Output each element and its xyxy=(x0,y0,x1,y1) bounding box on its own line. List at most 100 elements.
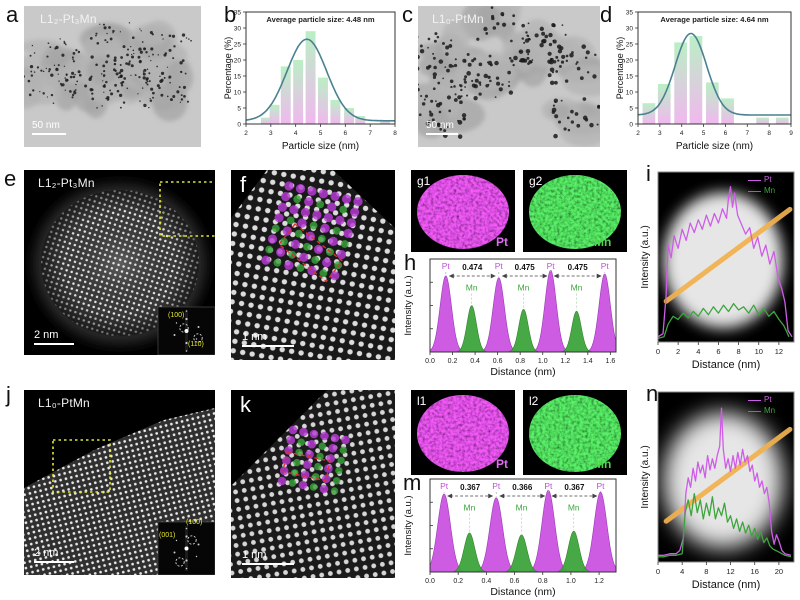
svg-text:9: 9 xyxy=(789,130,793,137)
svg-text:0.366: 0.366 xyxy=(512,483,533,492)
svg-text:15: 15 xyxy=(234,73,242,80)
svg-text:30: 30 xyxy=(626,25,634,32)
svg-text:Mn: Mn xyxy=(466,283,478,293)
scale-bar-a-label: 50 nm xyxy=(32,120,60,131)
panel-letter-e: e xyxy=(4,166,17,191)
panel-letter-g2: g2 xyxy=(529,174,543,188)
svg-text:4: 4 xyxy=(294,130,298,137)
svg-text:Average particle size: 4.64 nm: Average particle size: 4.64 nm xyxy=(660,15,768,24)
svg-text:4: 4 xyxy=(680,567,684,576)
panel-g2-eds-map-mn xyxy=(523,170,627,252)
svg-text:0.0: 0.0 xyxy=(425,578,435,585)
svg-text:7: 7 xyxy=(745,130,749,137)
panel-letter-m: m xyxy=(403,470,422,495)
svg-text:Intensity (a.u.): Intensity (a.u.) xyxy=(640,225,651,288)
fft-label-j-100: (100) xyxy=(186,519,203,526)
svg-text:0: 0 xyxy=(629,121,633,128)
panel-k-stem-zoom xyxy=(231,390,395,578)
legend-label-mn: Mn xyxy=(764,405,776,415)
legend-line-mn xyxy=(748,410,761,412)
panel-m-intensity-profile: Pt Pt Pt Pt 0.367 0.366 0.367 Mn Mn Mn 0.0 0.2 0.4 0.… xyxy=(403,478,617,598)
svg-text:Pt: Pt xyxy=(440,481,449,491)
svg-text:0.475: 0.475 xyxy=(568,263,589,272)
svg-text:16: 16 xyxy=(751,567,759,576)
element-label-l2-mn: Mn xyxy=(594,457,612,471)
svg-text:1.6: 1.6 xyxy=(605,358,615,365)
panel-h-intensity-profile: Pt Pt Pt Pt 0.474 0.475 0.475 Mn Mn Mn 0.0 0.2 0.4 0.… xyxy=(403,258,617,378)
legend-line-pt xyxy=(748,179,761,181)
legend-label-mn: Mn xyxy=(764,185,776,195)
svg-text:0.8: 0.8 xyxy=(538,578,548,585)
svg-text:Mn: Mn xyxy=(571,283,583,293)
svg-text:Pt: Pt xyxy=(596,481,605,491)
svg-text:8: 8 xyxy=(737,347,741,356)
panel-n-line-scan: 0 4 8 12 16 20 Distance (nm) Intensity (a.u.) xyxy=(640,391,795,591)
svg-text:Distance (nm): Distance (nm) xyxy=(692,579,760,591)
svg-text:Average particle size: 4.48 nm: Average particle size: 4.48 nm xyxy=(266,15,374,24)
panel-letter-g1: g1 xyxy=(417,174,431,188)
sample-label-j: L1₀-PtMn xyxy=(38,396,90,410)
svg-text:4: 4 xyxy=(680,130,684,137)
scale-bar-k-label: 1 nm xyxy=(242,549,267,561)
svg-text:35: 35 xyxy=(626,9,634,16)
legend-label-pt: Pt xyxy=(764,395,772,404)
element-label-g1-pt: Pt xyxy=(496,235,508,249)
scale-bar-a: 50 nm xyxy=(32,121,66,135)
panel-letter-l2: l2 xyxy=(529,394,539,408)
panel-f-stem-zoom xyxy=(231,170,395,360)
scale-bar-c: 50 nm xyxy=(426,121,458,135)
svg-text:Pt: Pt xyxy=(495,261,504,271)
svg-text:Distance (nm): Distance (nm) xyxy=(692,359,760,371)
svg-text:0.6: 0.6 xyxy=(493,358,503,365)
legend-line-mn xyxy=(748,190,761,192)
panel-letter-d: d xyxy=(600,2,613,27)
svg-text:3: 3 xyxy=(658,130,662,137)
svg-text:2: 2 xyxy=(244,130,248,137)
svg-text:2: 2 xyxy=(676,347,680,356)
svg-text:Intensity (a.u.): Intensity (a.u.) xyxy=(403,495,414,555)
legend-panel-n: Pt Mn xyxy=(748,395,775,417)
svg-text:6: 6 xyxy=(724,130,728,137)
svg-text:7: 7 xyxy=(368,130,372,137)
panel-letter-n: n xyxy=(646,381,659,406)
panel-i-line-scan: 0 2 4 6 8 10 12 Distance (nm) Intensity (a.u.) xyxy=(640,171,795,371)
svg-text:Mn: Mn xyxy=(516,503,528,513)
panel-letter-c: c xyxy=(402,2,413,27)
scale-bar-j-label: 2 nm xyxy=(34,547,59,559)
panel-letter-b: b xyxy=(224,2,237,27)
svg-text:Mn: Mn xyxy=(464,503,476,513)
svg-text:10: 10 xyxy=(755,347,763,356)
svg-text:8: 8 xyxy=(704,567,708,576)
svg-text:0.367: 0.367 xyxy=(460,483,481,492)
svg-text:30: 30 xyxy=(234,25,242,32)
panel-letter-l1: l1 xyxy=(417,394,427,408)
element-label-g2-mn: Mn xyxy=(594,235,612,249)
svg-text:0.475: 0.475 xyxy=(515,263,536,272)
svg-text:1.2: 1.2 xyxy=(594,578,604,585)
svg-text:8: 8 xyxy=(767,130,771,137)
svg-text:8: 8 xyxy=(393,130,397,137)
panel-letter-h: h xyxy=(404,250,417,275)
svg-text:0.4: 0.4 xyxy=(470,358,480,365)
svg-text:0.2: 0.2 xyxy=(453,578,463,585)
panel-l1-eds-map-pt xyxy=(411,390,515,475)
scale-bar-e: 2 nm xyxy=(34,330,74,345)
svg-text:1.4: 1.4 xyxy=(583,358,593,365)
svg-text:3: 3 xyxy=(269,130,273,137)
svg-text:0.474: 0.474 xyxy=(462,263,483,272)
sample-label-e: L1₂-Pt₃Mn xyxy=(38,176,95,190)
svg-text:15: 15 xyxy=(626,73,634,80)
svg-text:0.367: 0.367 xyxy=(564,483,585,492)
svg-text:35: 35 xyxy=(234,9,242,16)
panel-c-tem-image xyxy=(418,6,600,147)
svg-text:Mn: Mn xyxy=(518,283,530,293)
svg-text:6: 6 xyxy=(344,130,348,137)
svg-text:0: 0 xyxy=(656,347,660,356)
panel-b-histogram: 2 3 4 5 6 7 8 0 5 10 15 20 25 30 35 Average particle si… xyxy=(224,9,397,152)
svg-text:Pt: Pt xyxy=(547,261,556,271)
svg-text:Mn: Mn xyxy=(568,503,580,513)
scale-bar-c-label: 50 nm xyxy=(426,120,454,131)
svg-text:1.0: 1.0 xyxy=(566,578,576,585)
svg-text:20: 20 xyxy=(234,57,242,64)
